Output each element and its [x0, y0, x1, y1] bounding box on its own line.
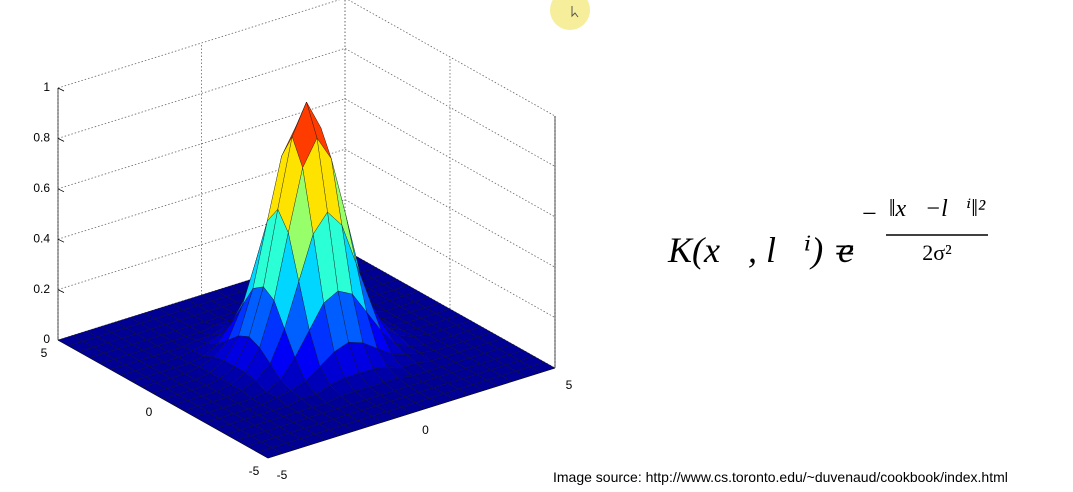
z-tick-label: 0.6: [33, 181, 50, 195]
z-tick: [57, 289, 65, 293]
y-tick-label: 0: [146, 405, 153, 419]
x-tick-label: -5: [277, 468, 288, 482]
formula-sign: −: [862, 199, 877, 228]
cursor: [571, 6, 579, 18]
x-tick-label: 0: [422, 423, 429, 437]
z-tick: [57, 238, 65, 243]
formula-lhs: K(x⃗, l⃗ⁱ) =: [667, 230, 857, 270]
formula-base: e: [838, 230, 854, 270]
cursor-highlight: [550, 0, 590, 30]
z-tick-label: 0.2: [33, 282, 50, 296]
grid-line: [57, 0, 556, 117]
z-tick: [57, 138, 65, 142]
y-tick-label: 5: [41, 346, 48, 360]
z-tick: [57, 87, 65, 92]
z-tick: [57, 188, 65, 193]
z-tick-label: 0: [43, 332, 50, 346]
formula-numerator: ‖x⃗−l⃗ⁱ‖²: [889, 196, 986, 222]
surface-plot: 00.20.40.60.81-505-505: [33, 0, 573, 482]
formula-denominator: 2σ²: [922, 240, 952, 265]
y-tick-label: -5: [249, 464, 260, 478]
z-tick-label: 1: [43, 80, 50, 94]
z-tick-label: 0.8: [33, 131, 50, 145]
caption: Image source: http://www.cs.toronto.edu/…: [553, 469, 1008, 485]
surface-patch: [256, 447, 283, 459]
x-tick-label: 5: [566, 378, 573, 392]
z-tick-label: 0.4: [33, 231, 50, 245]
